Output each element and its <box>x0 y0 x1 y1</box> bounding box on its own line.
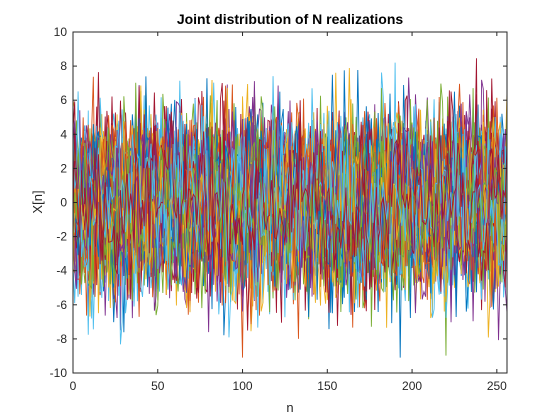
y-tick-label: -2 <box>56 230 67 244</box>
x-tick-label: 200 <box>402 379 422 393</box>
x-axis-label: n <box>286 400 293 415</box>
y-tick-label: 2 <box>60 161 67 175</box>
x-tick-label: 150 <box>317 379 337 393</box>
ticks-layer: 0 50 100 150 200 250 -10 -8 -6 -4 -2 0 2 4 6 8 10 <box>50 25 508 393</box>
x-tick-label: 250 <box>487 379 507 393</box>
y-tick-label: 10 <box>54 25 68 39</box>
y-tick-label: 6 <box>60 93 67 107</box>
y-tick-label: 8 <box>60 59 67 73</box>
series-line <box>73 111 507 315</box>
y-tick-label: -10 <box>50 366 68 380</box>
series-layer <box>73 58 507 358</box>
x-tick-label: 50 <box>151 379 165 393</box>
y-tick-label: -8 <box>56 332 67 346</box>
y-tick-label: -4 <box>56 264 67 278</box>
y-axis-label: X[n] <box>30 190 45 213</box>
x-tick-label: 100 <box>233 379 253 393</box>
chart-title: Joint distribution of N realizations <box>177 11 404 27</box>
x-tick-label: 0 <box>70 379 77 393</box>
y-tick-label: 0 <box>60 196 67 210</box>
y-tick-label: -6 <box>56 298 67 312</box>
y-tick-label: 4 <box>60 127 67 141</box>
